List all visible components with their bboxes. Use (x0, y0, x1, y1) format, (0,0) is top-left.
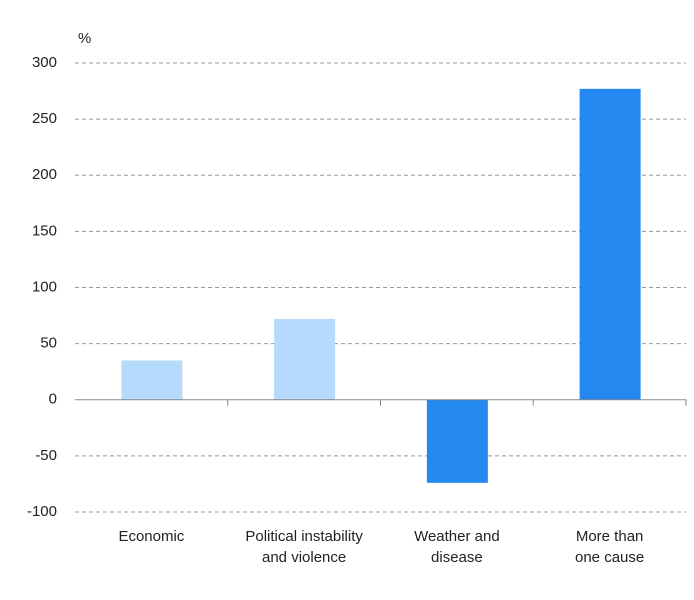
bar (579, 88, 641, 400)
x-tick-label: one cause (575, 549, 644, 566)
y-tick-label: -100 (27, 503, 57, 520)
y-tick-label: 0 (49, 391, 57, 408)
x-tick-label: Weather and (414, 528, 500, 545)
x-tick-label: disease (431, 549, 483, 566)
bar (274, 318, 336, 400)
y-tick-label: 100 (32, 278, 57, 295)
bar (121, 360, 183, 400)
x-tick-label: More than (576, 528, 644, 545)
bar (426, 399, 488, 483)
x-tick-label: and violence (262, 549, 346, 566)
y-axis-label: % (78, 30, 91, 47)
x-tick-label: Economic (118, 528, 184, 545)
y-tick-label: 300 (32, 54, 57, 71)
y-tick-label: 250 (32, 110, 57, 127)
y-tick-label: 50 (40, 335, 57, 352)
y-tick-label: -50 (35, 447, 57, 464)
y-tick-label: 200 (32, 166, 57, 183)
y-tick-label: 150 (32, 222, 57, 239)
x-tick-label: Political instability (245, 528, 363, 545)
